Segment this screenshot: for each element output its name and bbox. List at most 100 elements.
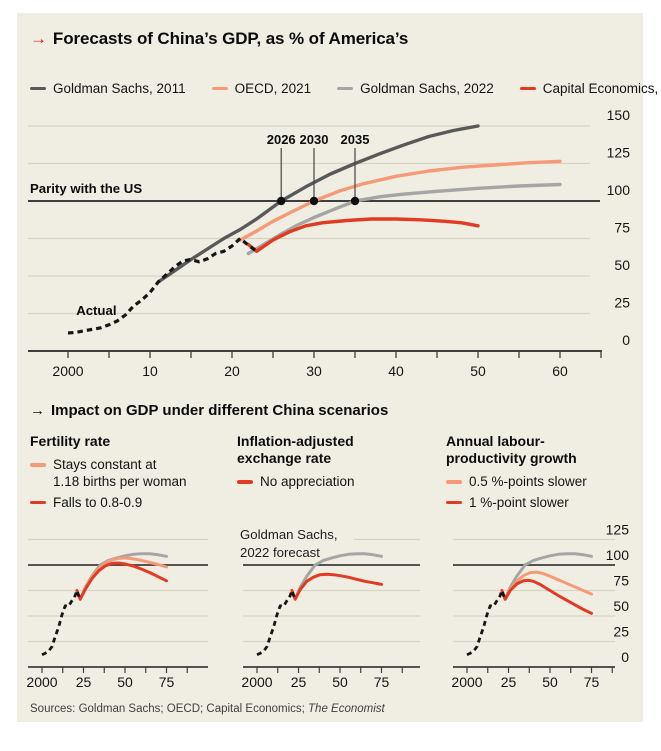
x-tick-label: 75: [159, 674, 175, 690]
scenario-title: Inflation-adjusted exchange rate: [237, 433, 354, 467]
scenario-legend-item: No appreciation: [237, 474, 442, 491]
page-title-text: Forecasts of China’s GDP, as % of Americ…: [52, 29, 409, 48]
legend-label: Capital Economics, 2023: [542, 81, 661, 96]
x-tick-label: 25: [501, 674, 517, 690]
scenario-column-inflation-adjusted-exchange-rate: Inflation-adjusted exchange rate No apprec…: [237, 433, 442, 495]
series-line-actual: [67, 236, 258, 335]
annotation-label: 2035: [341, 132, 370, 147]
annotation-dot: [277, 196, 286, 206]
y-tick-label: 0: [622, 332, 630, 348]
legend-item-goldman-sachs-2022: Goldman Sachs, 2022: [337, 81, 494, 96]
legend-label: Goldman Sachs, 2011: [53, 81, 186, 96]
series-line-1-point-slower: [500, 578, 593, 615]
scenario-legend-item: Stays constant at 1.18 births per woman: [30, 457, 235, 490]
legend-swatch-icon: [30, 463, 46, 467]
legend-swatch-icon: [237, 480, 253, 484]
x-tick-label: 40: [388, 363, 404, 379]
baseline-note: 2022 forecast: [240, 545, 320, 560]
series-line-goldman-sachs-2022-forecast: [503, 552, 593, 601]
y-tick-label: 125: [606, 522, 630, 538]
x-tick-label: 10: [142, 363, 158, 379]
x-tick-label: 2000: [241, 674, 272, 690]
scenario-title: Annual labour-productivity growth: [446, 433, 577, 467]
legend-item-capital-economics-2023: Capital Economics, 2023: [519, 81, 661, 96]
series-line-no-appreciation: [290, 572, 383, 601]
y-tick-label: 100: [607, 182, 631, 198]
main-chart-legend: Goldman Sachs, 2011 OECD, 2021 Goldman Sac…: [30, 81, 661, 96]
scenario-title: Fertility rate: [30, 433, 111, 449]
y-tick-label: 50: [614, 257, 630, 273]
series-line-actual: [256, 589, 297, 657]
x-tick-label: 2000: [451, 674, 482, 690]
series-line-goldman-sachs-2011: [156, 124, 480, 284]
x-tick-label: 50: [542, 674, 558, 690]
x-tick-label: 20: [224, 363, 240, 379]
scenario-legend-label: 1 %-point slower: [469, 494, 569, 510]
parity-label: Parity with the US: [30, 181, 142, 196]
annotation-dot: [350, 196, 360, 206]
x-tick-label: 50: [117, 674, 133, 690]
chart-panel: → Forecasts of China’s GDP, as % of Ameri…: [17, 13, 661, 722]
annotation-label: 2026: [267, 132, 296, 147]
scenario-legend-label: Stays constant at 1.18 births per woman: [53, 457, 187, 489]
legend-swatch-icon: [30, 500, 46, 505]
scenario-column-annual-labour-productivity-growth: Annual labour-productivity growth 0.5 %-p…: [446, 433, 651, 516]
series-line-actual: [466, 589, 507, 657]
x-tick-label: 75: [584, 674, 600, 690]
y-tick-label: 25: [614, 295, 630, 311]
scenario-column-fertility-rate: Fertility rate Stays constant at 1.18 birt…: [30, 433, 235, 515]
series-line-goldman-sachs-2022-forecast: [293, 552, 383, 601]
legend-item-goldman-sachs-2011: Goldman Sachs, 2011: [30, 81, 186, 96]
section-arrow-icon: →: [30, 402, 45, 419]
scenario-legend-columns: Fertility rate Stays constant at 1.18 birt…: [30, 433, 636, 519]
legend-swatch-icon: [519, 86, 536, 91]
x-tick-label: 75: [374, 674, 390, 690]
scenario-legend-label: Falls to 0.8-0.9: [53, 494, 143, 510]
sources-text: Sources: Goldman Sachs; OECD; Capital Ec…: [30, 703, 309, 715]
y-tick-label: 0: [621, 649, 629, 665]
scenario-legend-label: 0.5 %-points slower: [469, 474, 587, 490]
y-tick-label: 100: [606, 547, 630, 563]
section-title-text: Impact on GDP under different China scen…: [51, 402, 389, 419]
y-tick-label: 75: [614, 220, 630, 236]
scenario-legend-item: Falls to 0.8-0.9: [30, 495, 235, 512]
scenario-legend-item: 0.5 %-points slower: [446, 474, 651, 491]
legend-swatch-icon: [30, 86, 46, 91]
legend-swatch-icon: [446, 480, 462, 484]
y-tick-label: 125: [607, 145, 631, 161]
x-tick-label: 60: [552, 363, 568, 379]
x-tick-label: 25: [291, 674, 307, 690]
legend-swatch-icon: [211, 86, 228, 91]
series-line-actual: [41, 589, 82, 657]
legend-label: OECD, 2021: [234, 81, 312, 96]
legend-item-oecd-2021: OECD, 2021: [211, 81, 312, 96]
scenario-legend-label: No appreciation: [260, 474, 355, 490]
actual-label: Actual: [76, 303, 116, 318]
section-title: → Impact on GDP under different China sce…: [30, 402, 388, 419]
legend-label: Goldman Sachs, 2022: [360, 81, 494, 96]
x-tick-label: 2000: [26, 674, 57, 690]
x-tick-label: 50: [332, 674, 348, 690]
x-tick-label: 50: [470, 363, 486, 379]
sources-line: Sources: Goldman Sachs; OECD; Capital Ec…: [30, 703, 385, 715]
y-tick-label: 50: [613, 598, 629, 614]
scenario-charts: 2000 25 50 75 2000 25 50 75 Goldman Sachs, 2022 f…: [26, 522, 630, 691]
series-line-oecd-2021: [238, 159, 562, 242]
y-tick-label: 25: [613, 624, 629, 640]
series-line-falls-to-0-8-0-9: [75, 561, 168, 601]
y-tick-label: 150: [607, 107, 631, 123]
page-title: → Forecasts of China’s GDP, as % of Ameri…: [30, 29, 408, 49]
x-tick-label: 30: [306, 363, 322, 379]
baseline-note: Goldman Sachs,: [240, 527, 338, 542]
annotation-dot: [309, 196, 319, 206]
legend-swatch-icon: [337, 86, 354, 91]
publication-name: The Economist: [308, 703, 385, 715]
y-tick-label: 75: [613, 573, 629, 589]
x-tick-label: 25: [76, 674, 92, 690]
annotation-label: 2030: [300, 132, 329, 147]
title-arrow-icon: →: [30, 29, 47, 48]
scenario-legend-item: 1 %-point slower: [446, 495, 651, 512]
series-line-capital-economics-2023: [246, 217, 480, 253]
x-tick-label: 2000: [52, 363, 83, 379]
